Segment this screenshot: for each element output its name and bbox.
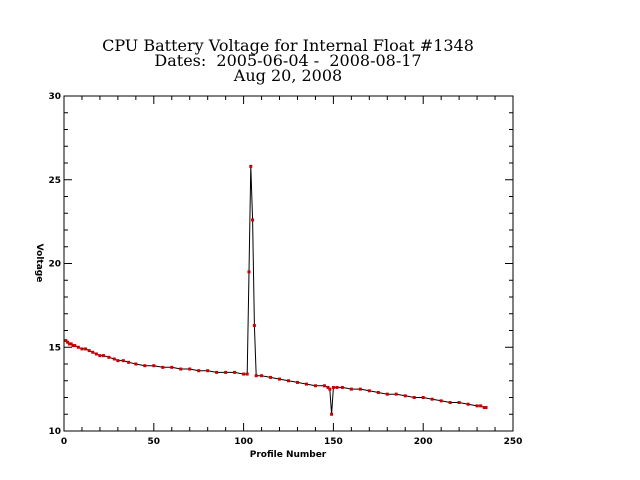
data-point xyxy=(152,364,156,368)
data-point xyxy=(295,380,299,384)
data-point xyxy=(134,362,138,366)
data-point xyxy=(466,402,470,406)
data-point xyxy=(245,372,249,376)
data-point xyxy=(143,364,147,368)
data-point xyxy=(91,350,95,354)
chart-title-line-1: CPU Battery Voltage for Internal Float #… xyxy=(102,36,474,55)
data-point xyxy=(385,392,389,396)
data-point xyxy=(84,347,88,351)
data-point xyxy=(179,367,183,371)
x-tick-label: 200 xyxy=(414,437,433,447)
axis-ticks xyxy=(63,95,514,432)
data-point xyxy=(66,340,70,344)
data-point xyxy=(448,401,452,405)
data-point xyxy=(98,354,102,358)
data-point xyxy=(247,270,251,274)
data-point xyxy=(161,365,165,369)
axis-tick-labels: 0 50 100 150 200 250 10 15 20 25 30 xyxy=(48,92,522,447)
data-point xyxy=(206,369,210,373)
y-tick-label: 15 xyxy=(48,343,61,353)
data-point xyxy=(188,367,192,371)
y-tick-label: 30 xyxy=(48,92,61,102)
data-point xyxy=(322,384,326,388)
data-point xyxy=(260,374,264,378)
data-point xyxy=(224,370,228,374)
data-point xyxy=(330,412,334,416)
x-tick-label: 50 xyxy=(148,437,161,447)
chart-title: CPU Battery Voltage for Internal Float #… xyxy=(0,36,576,85)
data-point xyxy=(107,355,111,359)
data-point xyxy=(287,379,290,383)
y-tick-label: 10 xyxy=(48,427,61,437)
y-tick-label: 25 xyxy=(48,176,61,186)
data-point xyxy=(76,345,80,349)
x-tick-label: 250 xyxy=(504,437,523,447)
data-point xyxy=(215,370,219,374)
data-point xyxy=(403,394,407,398)
data-point xyxy=(475,404,479,408)
data-point xyxy=(349,387,353,391)
data-point xyxy=(87,349,91,353)
data-point xyxy=(457,401,461,405)
x-tick-label: 150 xyxy=(324,437,343,447)
x-tick-label: 100 xyxy=(234,437,253,447)
data-point xyxy=(367,389,371,393)
data-point xyxy=(278,377,282,381)
data-point xyxy=(376,390,380,394)
data-point xyxy=(251,218,255,222)
data-point xyxy=(331,385,335,389)
data-point xyxy=(269,375,273,379)
data-point xyxy=(73,344,77,348)
data-point xyxy=(69,342,73,346)
data-point xyxy=(358,387,362,391)
data-point xyxy=(484,406,488,410)
data-point xyxy=(121,359,125,363)
data-point xyxy=(94,352,98,356)
data-series xyxy=(64,164,488,416)
data-point xyxy=(67,342,71,346)
chart-title-line-3: Aug 20, 2008 xyxy=(233,66,343,85)
data-point xyxy=(233,370,237,374)
data-point xyxy=(249,164,253,168)
data-point xyxy=(64,339,68,343)
data-point xyxy=(80,347,84,351)
data-point xyxy=(326,385,330,389)
data-point xyxy=(71,344,75,348)
data-point xyxy=(127,360,131,364)
data-point xyxy=(482,406,486,410)
data-point xyxy=(421,396,425,399)
data-point xyxy=(112,357,116,361)
y-tick-label: 20 xyxy=(48,260,61,270)
data-point xyxy=(252,323,256,327)
data-point xyxy=(102,354,106,358)
y-axis-label: Voltage xyxy=(34,244,44,283)
x-axis-label: Profile Number xyxy=(250,450,327,460)
data-point xyxy=(479,404,483,408)
data-point xyxy=(242,372,246,376)
data-point xyxy=(197,369,201,373)
data-point xyxy=(116,359,120,363)
data-point xyxy=(313,384,317,388)
series-line xyxy=(65,166,487,415)
chart-title-line-2: Dates: 2005-06-04 - 2008-08-17 xyxy=(154,51,422,70)
data-point xyxy=(328,387,332,391)
data-point xyxy=(170,365,174,369)
data-point xyxy=(254,374,258,378)
data-point xyxy=(430,397,434,401)
x-tick-label: 0 xyxy=(61,437,67,447)
data-point xyxy=(340,385,344,389)
data-point xyxy=(439,399,443,403)
data-point xyxy=(394,392,398,396)
data-point xyxy=(335,385,339,389)
data-point xyxy=(412,396,416,399)
data-point xyxy=(304,382,308,386)
